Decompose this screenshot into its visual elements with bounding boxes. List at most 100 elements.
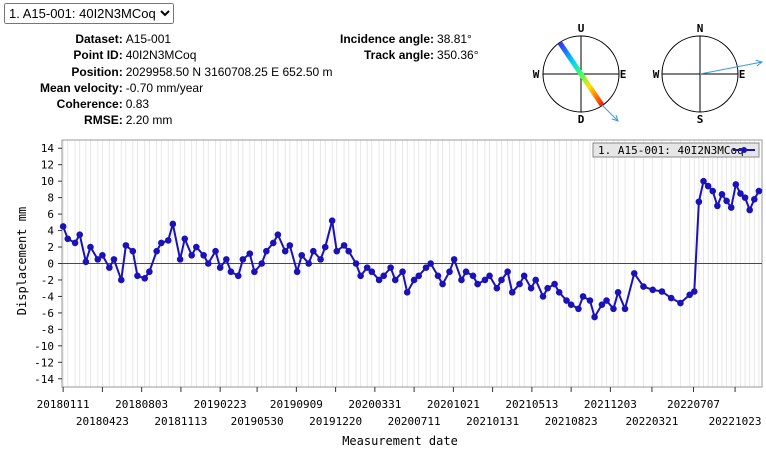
data-point [658,288,666,295]
data-point [690,288,698,295]
info-label: Coherence: [56,97,123,112]
data-point [751,195,758,203]
info-value: 38.81° [437,32,472,46]
data-point [391,276,399,284]
x-tick-label: 20180803 [115,398,168,411]
x-axis-label: Measurement date [342,434,458,448]
data-point [727,204,735,211]
x-tick-label: 20200331 [348,398,401,411]
data-point [59,223,67,230]
info-row: Point ID: 40I2N3MCoq [40,47,333,63]
data-point [317,256,324,263]
data-point [321,243,329,251]
data-point [709,187,717,195]
x-tick-label: 20210513 [505,398,558,411]
info-row: Coherence: 0.83 [40,96,333,112]
data-point [188,251,195,259]
data-point [427,260,434,267]
info-label: Mean velocity: [40,80,123,95]
compass-label: W [533,68,540,81]
y-tick-label: -14 [34,373,54,386]
data-point [117,276,125,284]
data-point [94,256,102,263]
data-point [227,268,235,276]
data-point [446,268,453,276]
data-point [586,297,594,304]
y-tick-label: 10 [41,175,54,188]
x-tick-label: 20221023 [709,415,762,428]
data-point [434,272,442,280]
data-point [462,268,470,276]
data-point [129,247,137,255]
x-tick-label: 20220321 [625,415,678,428]
info-label: Track angle: [364,48,435,63]
data-point [493,284,501,292]
data-point [269,239,277,247]
data-point [532,276,540,284]
data-point [579,293,587,300]
legend: 1. A15-001: 40I2N3MCoq [592,142,760,158]
data-point [508,289,516,296]
info-label: Dataset: [75,32,123,46]
y-tick-label: -8 [41,323,54,336]
data-point [82,258,90,266]
data-point [76,231,84,238]
data-point [368,268,376,276]
data-point [746,206,753,214]
info-row: RMSE: 2.20 mm [40,112,333,128]
data-point [718,191,726,198]
compass-label: N [697,22,704,35]
data-point [516,280,523,288]
info-value: 350.36° [437,48,479,63]
data-point [640,283,647,290]
data-point [439,280,446,288]
info-row: Track angle: 350.36° [340,47,479,63]
data-point [281,247,289,255]
data-point [141,275,149,282]
data-point [469,272,477,280]
x-tick-label: 20181113 [154,415,207,428]
data-point [164,237,172,244]
info-value: 40I2N3MCoq [125,48,197,63]
data-point [695,198,703,206]
series-line [62,179,760,320]
data-point [153,247,160,255]
y-tick-label: 2 [47,241,54,254]
data-point [714,202,721,210]
angle-table: Incidence angle: 38.81° Track angle: 350.36… [340,31,479,64]
compass-label: D [578,113,585,126]
data-point [157,239,165,247]
data-point [458,276,465,284]
y-tick-label: 8 [47,192,54,205]
data-point [667,294,675,302]
data-point [71,239,79,247]
data-point [591,313,598,321]
data-point [258,260,266,267]
data-point [630,270,638,277]
data-point [134,272,141,280]
data-point [234,272,242,280]
data-point [251,268,258,276]
x-tick-label: 20210131 [466,415,519,428]
data-point [527,284,535,292]
data-point [110,256,118,263]
data-point [732,181,740,188]
data-point [263,247,270,255]
x-tick-label: 20191220 [309,415,362,428]
info-value: 2029958.50 N 3160708.25 E 652.50 m [125,64,333,79]
y-tick-label: 14 [41,142,55,155]
data-point [293,268,301,276]
x-tick-label: 20220707 [667,398,720,411]
data-point [481,276,489,284]
data-point [567,301,575,308]
data-point [544,284,551,292]
x-tick-label: 20201021 [427,398,480,411]
compass-label: S [697,113,704,126]
y-tick-label: -4 [41,290,55,303]
data-point [422,264,430,271]
x-tick-label: 20180111 [37,398,90,411]
data-point [677,299,684,307]
point-select[interactable]: 1. A15-001: 40I2N3MCoq [4,3,174,24]
info-label: Position: [71,64,123,79]
x-tick-label: 20200711 [388,415,441,428]
